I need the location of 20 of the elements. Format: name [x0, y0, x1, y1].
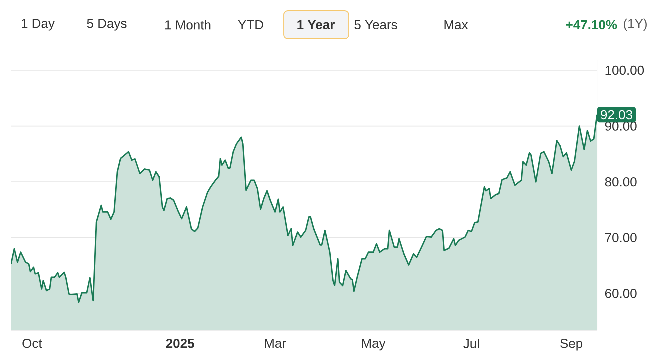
text: 1 Month	[166, 20, 211, 30]
text: 1 Year	[298, 20, 335, 30]
text: +47.10%	[566, 20, 618, 30]
y-tick-label: 80.00	[605, 177, 637, 187]
x-tick-label: Mar	[265, 338, 286, 348]
x-tick-label: Sep	[560, 338, 583, 351]
x-tick-label: Jul	[464, 338, 480, 348]
annotation: 92.03	[601, 110, 632, 120]
text: (1Y)	[624, 18, 647, 32]
text: YTD	[238, 20, 264, 30]
x-tick-label: Oct	[22, 338, 42, 348]
y-tick-label: 70.00	[605, 233, 637, 242]
text: 5 Days	[87, 19, 127, 31]
x-tick-label: 2025	[166, 338, 194, 348]
text: 5 Years	[354, 20, 398, 30]
text: 1 Day	[22, 19, 55, 31]
y-tick-label: 60.00	[605, 289, 637, 298]
text: Max	[444, 20, 468, 30]
y-tick-label: 100.00	[606, 66, 644, 76]
x-tick-label: May	[362, 338, 386, 351]
